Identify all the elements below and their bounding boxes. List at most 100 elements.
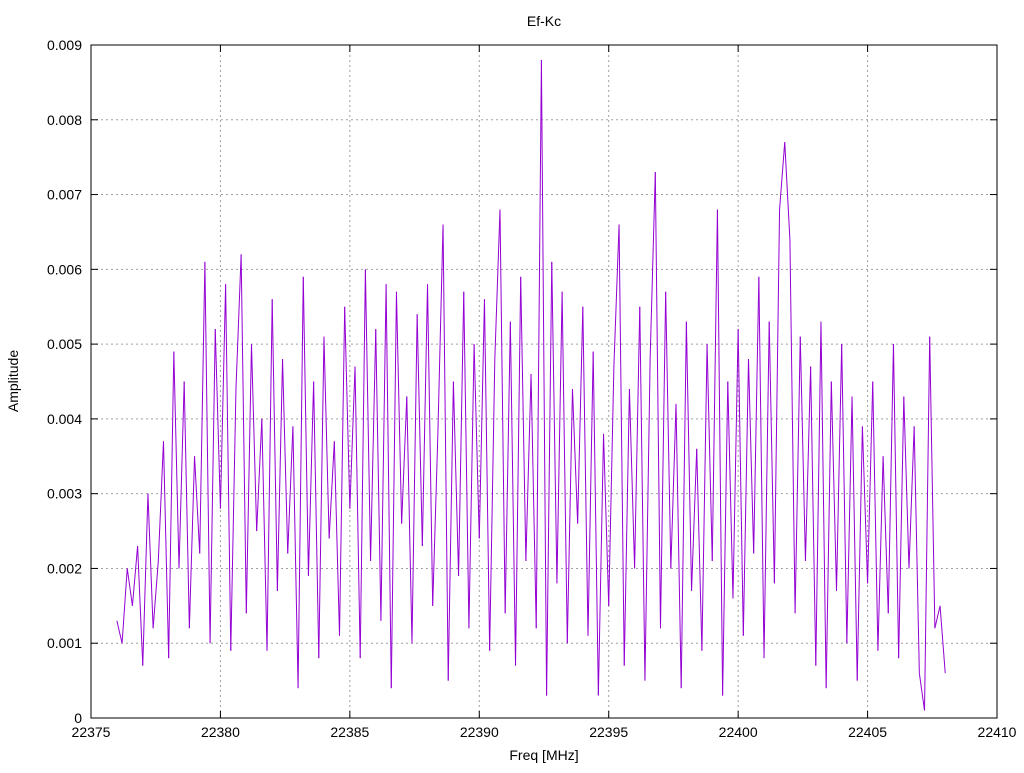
- data-segment: [474, 344, 479, 538]
- data-segment: [469, 344, 474, 628]
- data-segment: [303, 277, 308, 576]
- x-tick-label: 22390: [460, 724, 499, 740]
- data-segment: [593, 352, 598, 696]
- data-segment: [169, 352, 174, 659]
- data-segment: [671, 404, 676, 569]
- data-segment: [236, 254, 241, 389]
- data-segment: [422, 284, 427, 546]
- data-segment: [479, 299, 484, 538]
- data-segment: [495, 210, 500, 360]
- data-segment: [754, 277, 759, 554]
- x-tick-label: 22380: [201, 724, 240, 740]
- data-segment: [220, 284, 225, 508]
- data-segment: [862, 426, 867, 583]
- data-segment: [298, 277, 303, 688]
- data-segment: [780, 142, 785, 209]
- data-segment: [127, 568, 132, 605]
- data-segment: [619, 224, 624, 665]
- data-segment: [433, 434, 438, 606]
- data-segment: [324, 337, 329, 539]
- x-tick-label: 22395: [589, 724, 628, 740]
- data-segment: [308, 382, 313, 576]
- y-tick-label: 0.005: [47, 336, 82, 352]
- data-segment: [210, 329, 215, 643]
- data-segment: [453, 382, 458, 576]
- data-segment: [666, 292, 671, 569]
- data-segment: [241, 254, 246, 613]
- data-segment: [567, 389, 572, 643]
- data-segment: [811, 367, 816, 666]
- data-segment: [355, 367, 360, 659]
- data-segment: [660, 292, 665, 629]
- data-segment: [174, 352, 179, 569]
- data-segment: [697, 449, 702, 651]
- data-segment: [505, 322, 510, 614]
- data-segment: [583, 307, 588, 636]
- data-segment: [345, 307, 350, 509]
- data-segment: [733, 329, 738, 598]
- data-segment: [909, 426, 914, 568]
- data-segment: [702, 344, 707, 651]
- data-segment: [283, 359, 288, 553]
- data-segment: [293, 426, 298, 688]
- data-segment: [852, 396, 857, 680]
- data-segment: [681, 322, 686, 688]
- data-segment: [226, 284, 231, 650]
- data-segment: [541, 60, 546, 696]
- data-segment: [138, 546, 143, 666]
- data-segment: [500, 210, 505, 614]
- data-segment: [417, 314, 422, 546]
- data-segment: [857, 426, 862, 680]
- data-segment: [531, 374, 536, 628]
- data-segment: [723, 382, 728, 696]
- data-segment: [899, 396, 904, 658]
- data-segment: [381, 284, 386, 621]
- data-segment: [748, 359, 753, 553]
- data-segment: [888, 344, 893, 613]
- data-segment: [122, 568, 127, 643]
- data-segment: [288, 426, 293, 553]
- data-segment: [707, 344, 712, 561]
- data-segment: [712, 210, 717, 561]
- data-segment: [402, 396, 407, 523]
- data-segment: [805, 367, 810, 561]
- data-segment: [676, 404, 681, 688]
- data-segment: [277, 359, 282, 591]
- data-segment: [163, 441, 168, 658]
- data-segment: [935, 606, 940, 628]
- data-segment: [376, 329, 381, 621]
- data-segment: [334, 441, 339, 635]
- data-segment: [769, 322, 774, 584]
- x-axis-label: Freq [MHz]: [509, 747, 578, 763]
- y-tick-label: 0.004: [47, 411, 82, 427]
- data-segment: [407, 396, 412, 643]
- data-segment: [158, 441, 163, 561]
- data-segment: [552, 262, 557, 584]
- data-segment: [195, 456, 200, 553]
- data-segment: [821, 322, 826, 688]
- data-segment: [257, 419, 262, 531]
- data-segment: [459, 292, 464, 576]
- data-segment: [655, 172, 660, 628]
- data-segment: [614, 224, 619, 366]
- y-tick-label: 0.008: [47, 112, 82, 128]
- data-segment: [272, 299, 277, 591]
- data-segment: [484, 299, 489, 650]
- data-segment: [267, 299, 272, 650]
- data-segment: [717, 210, 722, 696]
- data-segment: [640, 307, 645, 681]
- y-tick-label: 0.009: [47, 37, 82, 53]
- data-segment: [428, 284, 433, 606]
- data-segment: [795, 337, 800, 614]
- data-segment: [738, 329, 743, 636]
- data-segment: [914, 426, 919, 673]
- y-tick-label: 0.006: [47, 261, 82, 277]
- data-segment: [117, 621, 122, 643]
- data-segment: [578, 307, 583, 524]
- x-tick-label: 22405: [848, 724, 887, 740]
- y-tick-label: 0: [74, 710, 82, 726]
- data-segment: [598, 434, 603, 696]
- data-segment: [132, 546, 137, 606]
- data-segment: [148, 494, 153, 629]
- data-segment: [448, 382, 453, 681]
